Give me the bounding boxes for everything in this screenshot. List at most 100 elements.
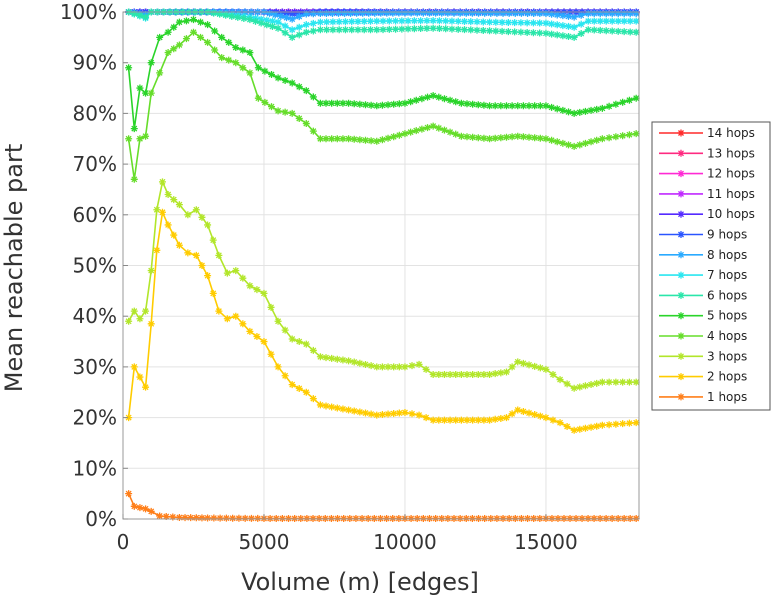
data-point-marker <box>632 130 640 138</box>
data-point-marker <box>125 414 133 422</box>
data-point-marker <box>288 335 296 343</box>
data-point-marker <box>288 79 296 87</box>
data-point-marker <box>197 33 205 41</box>
data-point-marker <box>542 102 550 110</box>
data-point-marker <box>429 17 437 25</box>
data-point-marker <box>492 18 500 26</box>
data-point-marker <box>125 490 133 498</box>
data-point-marker <box>156 69 164 77</box>
legend-label: 11 hops <box>707 187 755 201</box>
data-point-marker <box>553 31 561 39</box>
data-point-marker <box>480 416 488 424</box>
data-point-marker <box>456 9 464 17</box>
data-point-marker <box>267 303 275 311</box>
data-point-marker <box>491 415 499 423</box>
legend-item: 10 hops <box>659 207 755 221</box>
data-point-marker <box>559 139 567 147</box>
data-point-marker <box>584 17 592 25</box>
data-point-marker <box>346 514 354 522</box>
data-point-marker <box>463 100 471 108</box>
data-point-marker <box>260 338 268 346</box>
data-point-marker <box>612 100 620 108</box>
data-point-marker <box>378 411 386 419</box>
data-point-marker <box>536 9 544 17</box>
data-point-marker <box>234 13 242 21</box>
data-point-marker <box>625 378 633 386</box>
data-point-marker <box>156 33 164 41</box>
data-point-marker <box>596 26 604 34</box>
data-point-marker <box>383 514 391 522</box>
data-point-marker <box>316 10 324 18</box>
data-point-marker <box>536 19 544 27</box>
data-point-marker <box>232 59 240 67</box>
data-point-marker <box>153 246 161 254</box>
data-point-marker <box>475 9 483 17</box>
data-point-marker <box>502 414 510 422</box>
data-point-marker <box>147 320 155 328</box>
data-point-marker <box>454 17 462 25</box>
data-point-marker <box>240 15 248 23</box>
data-point-marker <box>446 96 454 104</box>
data-point-marker <box>309 395 317 403</box>
data-point-marker <box>577 20 585 28</box>
data-point-marker <box>309 10 317 18</box>
data-point-marker <box>493 514 501 522</box>
data-point-marker <box>309 514 317 522</box>
data-point-marker <box>525 361 533 369</box>
data-point-marker <box>378 136 386 144</box>
data-point-marker <box>398 25 406 33</box>
data-point-marker <box>285 514 293 522</box>
data-point-marker <box>348 26 356 34</box>
data-point-marker <box>452 371 460 379</box>
data-point-marker <box>192 514 200 522</box>
data-point-marker <box>283 10 291 18</box>
data-point-marker <box>417 25 425 33</box>
y-tick-label: 70% <box>73 152 117 176</box>
data-point-marker <box>452 98 460 106</box>
data-point-marker <box>322 99 330 107</box>
data-point-marker <box>341 18 349 26</box>
data-point-marker <box>415 411 423 419</box>
data-point-marker <box>358 514 366 522</box>
data-point-marker <box>370 514 378 522</box>
legend-swatch-marker <box>677 170 685 178</box>
data-point-marker <box>288 33 296 41</box>
data-point-marker <box>563 422 571 430</box>
data-point-marker <box>359 9 367 17</box>
data-point-marker <box>570 33 578 41</box>
data-point-marker <box>401 99 409 107</box>
data-point-marker <box>354 17 362 25</box>
data-point-marker <box>404 25 412 33</box>
data-point-marker <box>454 25 462 33</box>
data-point-marker <box>469 416 477 424</box>
data-point-marker <box>620 28 628 36</box>
data-point-marker <box>354 26 362 34</box>
data-point-marker <box>429 416 437 424</box>
data-point-marker <box>435 25 443 33</box>
data-point-marker <box>383 9 391 17</box>
data-point-marker <box>474 371 482 379</box>
data-point-marker <box>345 357 353 365</box>
data-point-marker <box>598 421 606 429</box>
data-point-marker <box>340 514 348 522</box>
data-point-marker <box>404 17 412 25</box>
data-point-marker <box>254 94 262 102</box>
y-tick-label: 30% <box>73 355 117 379</box>
data-point-marker <box>333 99 341 107</box>
data-point-marker <box>559 22 567 30</box>
data-point-marker <box>422 414 430 422</box>
data-point-marker <box>514 132 522 140</box>
data-point-marker <box>389 9 397 17</box>
data-point-marker <box>410 25 418 33</box>
data-point-marker <box>508 102 516 110</box>
data-point-marker <box>505 9 513 17</box>
data-point-marker <box>620 17 628 25</box>
data-point-marker <box>514 358 522 366</box>
data-point-marker <box>596 514 604 522</box>
data-point-marker <box>263 16 271 24</box>
data-point-marker <box>620 10 628 18</box>
data-point-marker <box>360 26 368 34</box>
data-point-marker <box>498 27 506 35</box>
data-point-marker <box>322 402 330 410</box>
data-point-marker <box>497 414 505 422</box>
